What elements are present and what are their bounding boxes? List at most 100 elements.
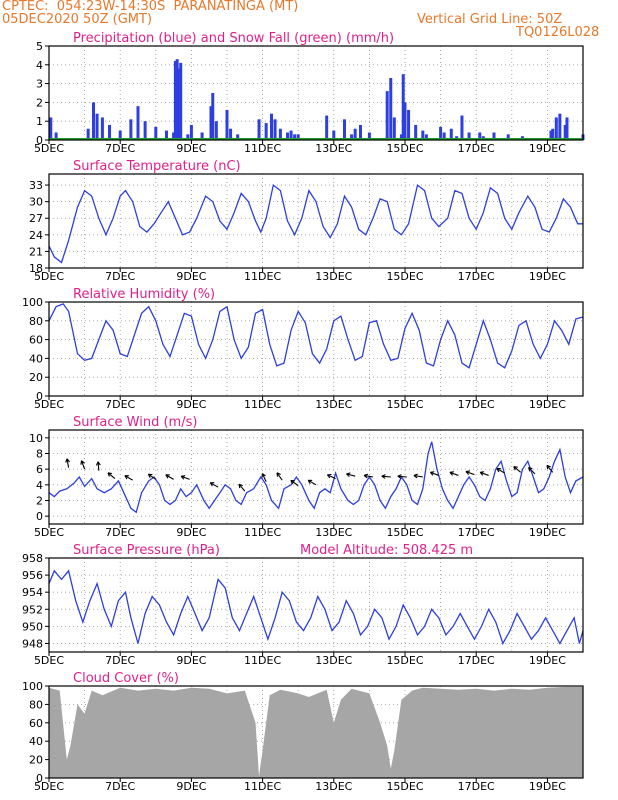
wind-arrow-head <box>180 475 185 480</box>
x-tick-label: 15DEC <box>386 142 423 155</box>
wind-arrow-head <box>413 473 418 476</box>
precip-bar <box>293 134 297 140</box>
precip-bar <box>273 119 277 140</box>
y-tick-label: 1 <box>36 115 43 128</box>
x-tick-label: 7DEC <box>105 398 135 411</box>
x-tick-label: 9DEC <box>176 780 206 793</box>
precip-bar <box>389 77 393 140</box>
wind-arrow <box>209 482 219 488</box>
wind-arrow <box>238 483 246 492</box>
x-tick-label: 5DEC <box>34 780 64 793</box>
run-date: 05DEC2020 50Z (GMT) <box>2 12 153 27</box>
x-tick-label: 13DEC <box>315 398 352 411</box>
x-tick-label: 17DEC <box>458 142 495 155</box>
precip-bar <box>154 126 158 140</box>
panel-frame <box>48 557 584 653</box>
wind-arrow-head <box>528 466 533 470</box>
wind-arrow-head <box>430 471 435 473</box>
y-tick-label: 4 <box>36 59 43 72</box>
wind-arrow <box>165 474 174 480</box>
wind-arrow-head <box>346 472 351 475</box>
precip-bar <box>92 102 95 140</box>
wind-arrow-shaft <box>381 475 391 478</box>
y-tick-label: 60 <box>29 334 43 347</box>
precip-bar <box>214 121 218 140</box>
x-tick-label: 9DEC <box>176 654 206 667</box>
x-tick-label: 17DEC <box>458 654 495 667</box>
wind-arrow-head <box>546 464 551 468</box>
x-tick-label: 17DEC <box>458 398 495 411</box>
wind-arrow-head <box>66 458 70 463</box>
panel-frame <box>48 301 584 397</box>
precip-bar <box>551 128 555 140</box>
precip-bar <box>385 91 389 140</box>
x-tick-label: 11DEC <box>244 142 281 155</box>
precip-bar <box>209 106 213 140</box>
x-tick-label: 15DEC <box>386 398 423 411</box>
precip-bar <box>164 130 168 140</box>
y-tick-label: 958 <box>22 552 43 565</box>
wind-arrow <box>429 471 440 476</box>
y-tick-label: 3 <box>36 78 43 91</box>
cloud-area <box>49 686 583 778</box>
precip-bar <box>403 102 407 140</box>
wind-arrow-shaft <box>290 480 299 487</box>
precip-bar <box>367 132 371 140</box>
precip-bar <box>392 117 396 140</box>
y-tick-label: 8 <box>36 448 43 461</box>
wind-arrow-shaft <box>97 461 100 471</box>
wind-arrow-shaft <box>66 458 70 468</box>
wind-arrow-head <box>307 480 311 485</box>
pressure-line <box>48 569 584 646</box>
panel-title: Surface Wind (m/s) <box>73 415 197 430</box>
precip-bar <box>342 119 346 140</box>
panel-title: Surface Temperature (nC) <box>73 159 241 174</box>
wind-arrow-head <box>480 471 485 473</box>
precip-bar <box>492 132 496 140</box>
wind-arrow <box>413 473 423 479</box>
precip-bar <box>179 62 183 140</box>
x-tick-label: 11DEC <box>244 654 281 667</box>
x-tick-label: 15DEC <box>386 526 423 539</box>
humidity-line <box>48 303 584 369</box>
wind-arrow-head <box>465 471 470 475</box>
x-tick-label: 15DEC <box>386 654 423 667</box>
x-tick-label: 19DEC <box>529 654 566 667</box>
wind-arrow-head <box>124 475 128 480</box>
x-tick-label: 19DEC <box>529 526 566 539</box>
wind-arrow-shaft <box>430 471 440 476</box>
precip-bar <box>108 124 112 140</box>
precip-bar <box>173 61 177 140</box>
panel-title: Precipitation (blue) and Snow Fall (gree… <box>73 31 394 46</box>
x-tick-label: 5DEC <box>34 398 64 411</box>
wind-arrow-shaft <box>449 471 459 476</box>
x-tick-label: 15DEC <box>386 780 423 793</box>
wind-arrow <box>479 471 489 476</box>
precip-bar <box>236 134 240 140</box>
x-tick-label: 13DEC <box>315 270 352 283</box>
precip-bar <box>289 130 293 140</box>
y-tick-label: 5 <box>36 40 43 53</box>
y-tick-label: 20 <box>29 754 43 767</box>
wind-arrow-head <box>165 474 169 479</box>
y-tick-label: 24 <box>29 229 43 242</box>
wind-arrow-shaft <box>413 474 423 478</box>
precip-bar <box>175 59 179 140</box>
wind-arrow-head <box>107 472 112 475</box>
x-tick-label: 11DEC <box>244 526 281 539</box>
x-tick-label: 19DEC <box>529 398 566 411</box>
precip-bar <box>172 132 176 140</box>
wind-arrow-shaft <box>546 465 554 473</box>
wind-arrow-head <box>429 471 434 476</box>
wind-arrow-head <box>528 467 531 472</box>
precip-bar <box>118 130 122 140</box>
wind-arrow-head <box>107 472 110 477</box>
y-tick-label: 950 <box>22 620 43 633</box>
wind-arrow <box>326 473 336 480</box>
x-tick-label: 15DEC <box>386 270 423 283</box>
panel-5: 948 950 952 954 956 958 5DEC 7DEC 9DEC 11DEC 13DEC… <box>22 543 584 667</box>
y-tick-label: 0 <box>36 390 43 403</box>
precip-bar <box>264 123 268 140</box>
y-tick-label: 954 <box>22 586 43 599</box>
y-tick-label: 100 <box>22 296 43 309</box>
